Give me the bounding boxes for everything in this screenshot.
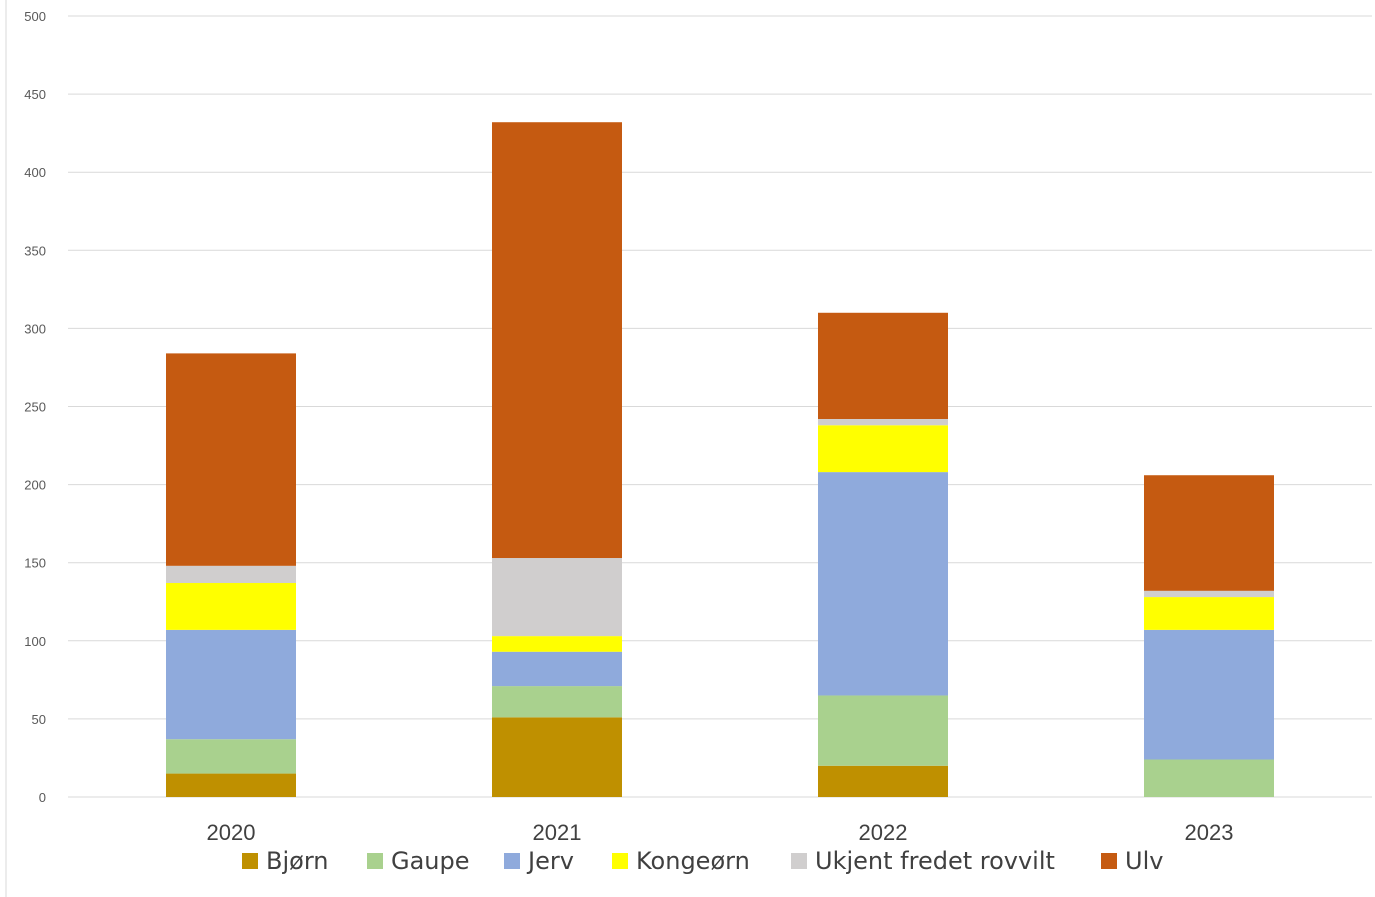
y-tick-label: 400 bbox=[24, 165, 46, 180]
x-axis-categories: 2020 2021 2022 2023 bbox=[207, 820, 1234, 845]
legend-label: Jerv bbox=[526, 847, 574, 875]
bar-segment-jerv-2022 bbox=[818, 472, 948, 696]
bar-segment-bjørn-2020 bbox=[166, 773, 296, 797]
bar-segment-jerv-2021 bbox=[492, 651, 622, 687]
legend-label: Bjørn bbox=[266, 847, 328, 875]
bar-segment-ukjent-fredet-rovvilt-2022 bbox=[818, 418, 948, 426]
bar-segment-ukjent-fredet-rovvilt-2020 bbox=[166, 565, 296, 584]
bar-segment-jerv-2020 bbox=[166, 629, 296, 740]
bar-segment-ulv-2020 bbox=[166, 353, 296, 566]
y-tick-label: 150 bbox=[24, 556, 46, 571]
legend-label: Ulv bbox=[1125, 847, 1163, 875]
legend-swatch bbox=[504, 853, 520, 869]
legend-swatch bbox=[242, 853, 258, 869]
bar-segment-gaupe-2023 bbox=[1144, 759, 1274, 797]
bar-segment-jerv-2023 bbox=[1144, 629, 1274, 760]
bar-segment-gaupe-2021 bbox=[492, 686, 622, 718]
y-tick-label: 450 bbox=[24, 87, 46, 102]
y-tick-label: 0 bbox=[39, 790, 46, 805]
x-category-label: 2021 bbox=[533, 820, 582, 845]
bar-segment-ulv-2022 bbox=[818, 312, 948, 419]
bar-segment-ukjent-fredet-rovvilt-2023 bbox=[1144, 590, 1274, 598]
x-category-label: 2020 bbox=[207, 820, 256, 845]
legend-swatch bbox=[1101, 853, 1117, 869]
bar-segment-kongeørn-2021 bbox=[492, 636, 622, 652]
x-category-label: 2023 bbox=[1185, 820, 1234, 845]
y-tick-label: 250 bbox=[24, 400, 46, 415]
y-tick-label: 350 bbox=[24, 243, 46, 258]
bar-segment-ukjent-fredet-rovvilt-2021 bbox=[492, 558, 622, 637]
legend-swatch bbox=[367, 853, 383, 869]
legend-label: Kongeørn bbox=[636, 847, 750, 875]
bar-segment-ulv-2021 bbox=[492, 122, 622, 559]
bar-segment-bjørn-2021 bbox=[492, 717, 622, 797]
legend-swatch bbox=[612, 853, 628, 869]
bar-segment-gaupe-2020 bbox=[166, 739, 296, 774]
x-category-label: 2022 bbox=[859, 820, 908, 845]
y-tick-label: 50 bbox=[32, 712, 46, 727]
bar-segment-kongeørn-2023 bbox=[1144, 597, 1274, 630]
bar-segment-gaupe-2022 bbox=[818, 695, 948, 766]
bar-segment-ulv-2023 bbox=[1144, 475, 1274, 591]
bar-segment-kongeørn-2022 bbox=[818, 425, 948, 473]
y-tick-label: 500 bbox=[24, 9, 46, 24]
bar-segment-kongeørn-2020 bbox=[166, 583, 296, 630]
y-tick-label: 300 bbox=[24, 321, 46, 336]
legend-label: Ukjent fredet rovvilt bbox=[815, 847, 1055, 875]
legend-label: Gaupe bbox=[391, 847, 470, 875]
legend-swatch bbox=[791, 853, 807, 869]
bar-segment-bjørn-2022 bbox=[818, 765, 948, 797]
y-tick-label: 200 bbox=[24, 478, 46, 493]
bars bbox=[166, 122, 1274, 797]
y-axis-ticks: 0 50 100 150 200 250 300 350 400 450 500 bbox=[24, 9, 46, 805]
y-tick-label: 100 bbox=[24, 634, 46, 649]
legend: Bjørn Gaupe Jerv Kongeørn Ukjent fredet rovv… bbox=[242, 847, 1163, 875]
